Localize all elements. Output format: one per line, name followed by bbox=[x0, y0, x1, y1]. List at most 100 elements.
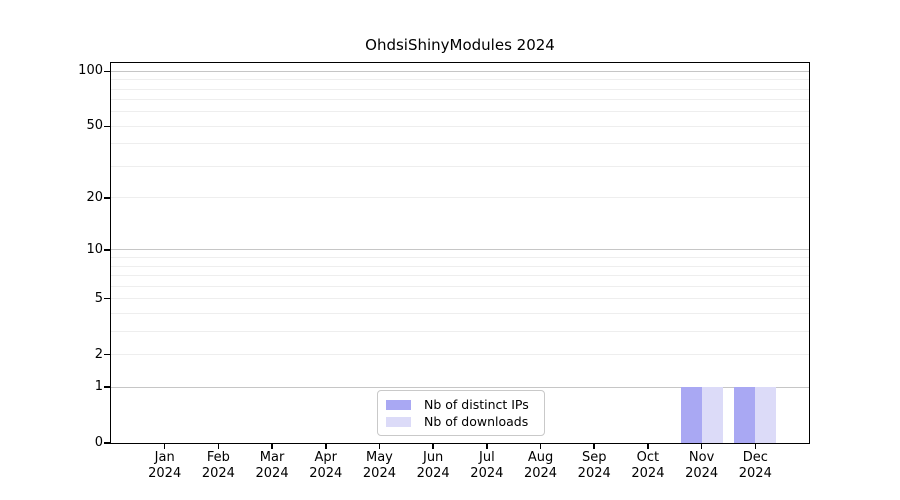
x-tick-month: Jan bbox=[154, 450, 175, 465]
plot-area: 0 1 2 5 10 20 50 100 Jan 2024 Feb 2024 Mar 2024 Apr 202… bbox=[78, 62, 810, 481]
x-tick-month: Apr bbox=[314, 450, 338, 465]
x-tick bbox=[593, 443, 595, 449]
y-tick-label: 10 bbox=[86, 241, 103, 257]
gridline-minor bbox=[111, 111, 809, 113]
gridline-minor bbox=[111, 354, 809, 356]
x-tick-year: 2024 bbox=[685, 466, 719, 481]
x-tick-year: 2024 bbox=[148, 466, 182, 481]
x-tick-label: Oct 2024 bbox=[616, 450, 680, 482]
y-tick bbox=[104, 249, 111, 251]
x-tick-month: Mar bbox=[259, 450, 285, 465]
legend-label: Nb of distinct IPs bbox=[424, 397, 529, 412]
x-tick-year: 2024 bbox=[577, 466, 611, 481]
gridline-minor bbox=[111, 257, 809, 259]
gridline-minor bbox=[111, 143, 809, 145]
gridline-minor bbox=[111, 265, 809, 267]
x-tick-year: 2024 bbox=[470, 466, 504, 481]
gridline-minor bbox=[111, 285, 809, 287]
x-tick-label: Dec 2024 bbox=[723, 450, 787, 482]
gridlines-layer bbox=[111, 63, 809, 443]
x-tick-label: Jul 2024 bbox=[455, 450, 519, 482]
x-tick-label: May 2024 bbox=[347, 450, 411, 482]
gridline-minor bbox=[111, 330, 809, 332]
x-tick-year: 2024 bbox=[523, 466, 558, 481]
y-tick bbox=[104, 353, 111, 356]
x-tick-month: Dec bbox=[742, 450, 768, 465]
gridline-major bbox=[111, 386, 809, 388]
x-tick-month: Jun bbox=[422, 450, 444, 465]
gridline-minor bbox=[111, 88, 809, 90]
y-tick-label: 5 bbox=[94, 290, 103, 306]
y-tick-label: 1 bbox=[94, 379, 103, 395]
gridline-minor bbox=[111, 275, 809, 277]
x-tick-label: Nov 2024 bbox=[670, 450, 734, 482]
x-tick bbox=[325, 443, 327, 449]
x-tick-month: Aug bbox=[527, 450, 554, 465]
legend: Nb of distinct IPs Nb of downloads bbox=[377, 390, 545, 436]
y-tick bbox=[104, 442, 111, 444]
y-tick bbox=[104, 297, 111, 300]
x-tick-label: Mar 2024 bbox=[240, 450, 304, 482]
bar-downloads bbox=[755, 387, 777, 443]
x-tick-label: Aug 2024 bbox=[509, 450, 573, 482]
x-tick bbox=[271, 443, 273, 449]
y-tick-label: 20 bbox=[86, 189, 103, 205]
gridline-minor bbox=[111, 125, 809, 127]
x-tick bbox=[486, 443, 488, 449]
y-tick-label: 2 bbox=[94, 346, 103, 362]
legend-entry: Nb of downloads bbox=[386, 413, 536, 430]
x-tick-label: Jun 2024 bbox=[401, 450, 465, 482]
legend-label: Nb of downloads bbox=[424, 414, 529, 429]
x-tick-month: Jul bbox=[479, 450, 495, 465]
x-tick bbox=[539, 443, 542, 449]
legend-entry: Nb of distinct IPs bbox=[386, 396, 536, 413]
x-tick bbox=[378, 443, 381, 449]
gridline-major bbox=[111, 70, 809, 72]
bar-distinct-ips bbox=[734, 387, 756, 443]
y-tick-label: 100 bbox=[78, 63, 103, 79]
x-tick bbox=[432, 443, 434, 449]
gridline-minor bbox=[111, 165, 809, 167]
x-tick bbox=[754, 443, 757, 449]
x-tick-label: Feb 2024 bbox=[186, 450, 250, 482]
bar-downloads bbox=[701, 387, 723, 443]
bar-distinct-ips bbox=[680, 387, 702, 443]
x-tick-year: 2024 bbox=[738, 466, 772, 481]
x-tick-month: Nov bbox=[688, 450, 715, 465]
gridline-minor bbox=[111, 197, 809, 199]
gridline-minor bbox=[111, 298, 809, 300]
y-tick bbox=[104, 125, 111, 128]
legend-swatch-downloads bbox=[386, 416, 411, 427]
y-tick bbox=[104, 386, 111, 388]
x-tick-month: Oct bbox=[636, 450, 660, 465]
x-tick bbox=[163, 443, 166, 449]
x-tick-label: Apr 2024 bbox=[294, 450, 358, 482]
x-tick-year: 2024 bbox=[309, 466, 343, 481]
gridline-minor bbox=[111, 312, 809, 314]
x-tick-year: 2024 bbox=[255, 466, 289, 481]
gridline-minor bbox=[111, 99, 809, 101]
y-tick bbox=[104, 70, 111, 73]
gridline-major bbox=[111, 249, 809, 251]
x-tick-label: Jan 2024 bbox=[133, 450, 197, 482]
axes-layer: 0 1 2 5 10 20 50 100 Jan 2024 Feb 2024 Mar 2024 Apr 202… bbox=[78, 63, 809, 481]
x-tick-month: Feb bbox=[206, 450, 230, 465]
legend-swatch-distinct-ips bbox=[386, 399, 411, 410]
chart-title: OhdsiShinyModules 2024 bbox=[365, 36, 555, 54]
x-tick-year: 2024 bbox=[416, 466, 450, 481]
x-tick-year: 2024 bbox=[631, 466, 665, 481]
x-tick-month: May bbox=[366, 450, 393, 465]
x-tick bbox=[217, 443, 220, 449]
x-tick-month: Sep bbox=[581, 450, 607, 465]
gridline-minor bbox=[111, 79, 809, 81]
x-tick-year: 2024 bbox=[362, 466, 396, 481]
x-tick bbox=[647, 443, 649, 449]
x-tick-label: Sep 2024 bbox=[562, 450, 626, 482]
x-tick bbox=[700, 443, 703, 449]
y-tick-label: 50 bbox=[86, 118, 103, 134]
y-tick bbox=[104, 197, 111, 199]
bars-layer bbox=[111, 63, 809, 443]
y-tick-label: 0 bbox=[94, 435, 103, 450]
x-tick-year: 2024 bbox=[201, 466, 235, 481]
